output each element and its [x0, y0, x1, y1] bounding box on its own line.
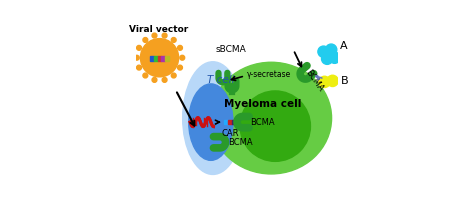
- Circle shape: [171, 73, 176, 78]
- Circle shape: [171, 38, 176, 42]
- Bar: [150, 56, 154, 61]
- Circle shape: [137, 65, 141, 70]
- Text: γ-secretase: γ-secretase: [247, 70, 292, 79]
- Text: sBCMA: sBCMA: [216, 45, 246, 54]
- Circle shape: [152, 78, 157, 82]
- Circle shape: [329, 52, 340, 63]
- Circle shape: [319, 76, 330, 88]
- Circle shape: [326, 44, 337, 55]
- Circle shape: [140, 39, 179, 77]
- Circle shape: [162, 78, 167, 82]
- Bar: [165, 56, 169, 61]
- Circle shape: [152, 33, 157, 38]
- Text: T cell: T cell: [207, 75, 235, 85]
- Ellipse shape: [182, 62, 243, 174]
- Text: Viral vector: Viral vector: [129, 25, 188, 34]
- Text: BCMA: BCMA: [304, 68, 325, 94]
- Circle shape: [240, 91, 310, 161]
- Text: Myeloma cell: Myeloma cell: [225, 99, 302, 109]
- Circle shape: [178, 45, 182, 50]
- Circle shape: [162, 33, 167, 38]
- Ellipse shape: [189, 84, 233, 160]
- Circle shape: [321, 53, 333, 64]
- Text: CAR: CAR: [221, 129, 238, 137]
- Bar: [154, 56, 158, 61]
- Circle shape: [143, 38, 148, 42]
- Bar: [228, 120, 232, 124]
- Bar: [224, 120, 228, 124]
- Circle shape: [180, 55, 185, 60]
- Circle shape: [327, 75, 338, 86]
- Bar: [158, 56, 161, 61]
- Text: BCMA: BCMA: [228, 138, 253, 147]
- Circle shape: [318, 46, 329, 57]
- Circle shape: [178, 65, 182, 70]
- Text: B: B: [341, 76, 348, 86]
- Circle shape: [137, 45, 141, 50]
- Circle shape: [134, 55, 139, 60]
- Text: BCMA: BCMA: [250, 118, 275, 127]
- Text: A: A: [340, 41, 347, 51]
- Circle shape: [143, 73, 148, 78]
- Ellipse shape: [211, 62, 332, 174]
- Bar: [161, 56, 165, 61]
- Bar: [232, 120, 235, 124]
